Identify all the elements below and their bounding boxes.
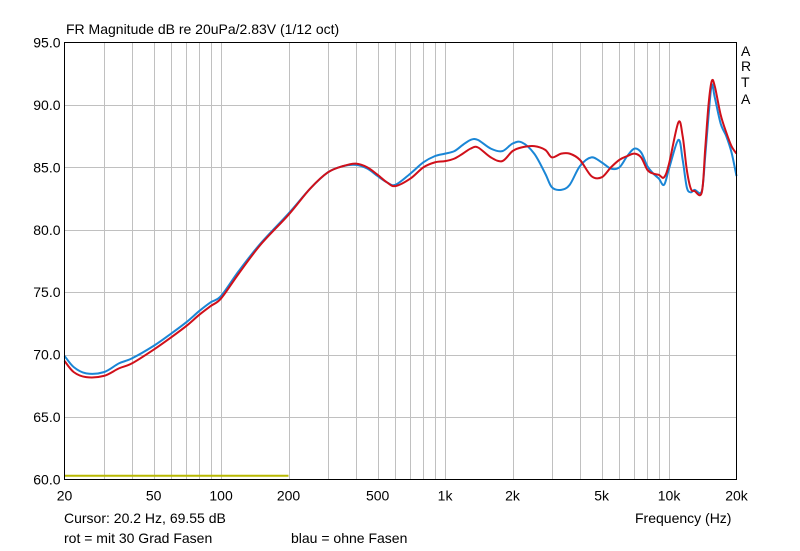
x-tick-label: 20 [57, 488, 73, 504]
arta-watermark-a2: A [741, 91, 751, 107]
x-tick-label: 50 [146, 488, 162, 504]
plot-area-frame [64, 42, 737, 480]
x-tick-label: 10k [658, 488, 682, 504]
x-tick-label: 200 [277, 488, 301, 504]
y-tick-label: 70.0 [33, 347, 60, 363]
arta-watermark-t: T [741, 74, 750, 90]
y-tick-label: 65.0 [33, 409, 60, 425]
y-tick-label: 80.0 [33, 222, 60, 238]
x-tick-label: 500 [366, 488, 390, 504]
y-tick-label: 75.0 [33, 284, 60, 300]
y-tick-label: 95.0 [33, 35, 60, 51]
x-tick-label: 100 [209, 488, 233, 504]
y-tick-label: 60.0 [33, 472, 60, 488]
x-axis-label: Frequency (Hz) [635, 510, 732, 526]
arta-watermark-r: R [741, 58, 752, 74]
axis-ticks: 95.0 90.0 85.0 80.0 75.0 70.0 65.0 60.020 50 100 2… [33, 35, 749, 504]
series-line-blue [63, 83, 738, 375]
series-line-red [63, 78, 738, 379]
grid [64, 42, 737, 480]
chart-title: FR Magnitude dB re 20uPa/2.83V (1/12 oct… [66, 21, 340, 37]
x-tick-label: 1k [438, 488, 454, 504]
x-tick-label: 20k [725, 488, 749, 504]
legend-blue-series: blau = ohne Fasen [291, 530, 408, 546]
x-tick-label: 5k [594, 488, 610, 504]
y-tick-label: 85.0 [33, 159, 60, 175]
legend-red-series: rot = mit 30 Grad Fasen [64, 530, 213, 546]
cursor-readout: Cursor: 20.2 Hz, 69.55 dB [64, 510, 226, 526]
x-tick-label: 2k [505, 488, 521, 504]
series-lines [63, 78, 738, 477]
y-tick-label: 90.0 [33, 97, 60, 113]
arta-watermark-a1: A [741, 43, 751, 59]
